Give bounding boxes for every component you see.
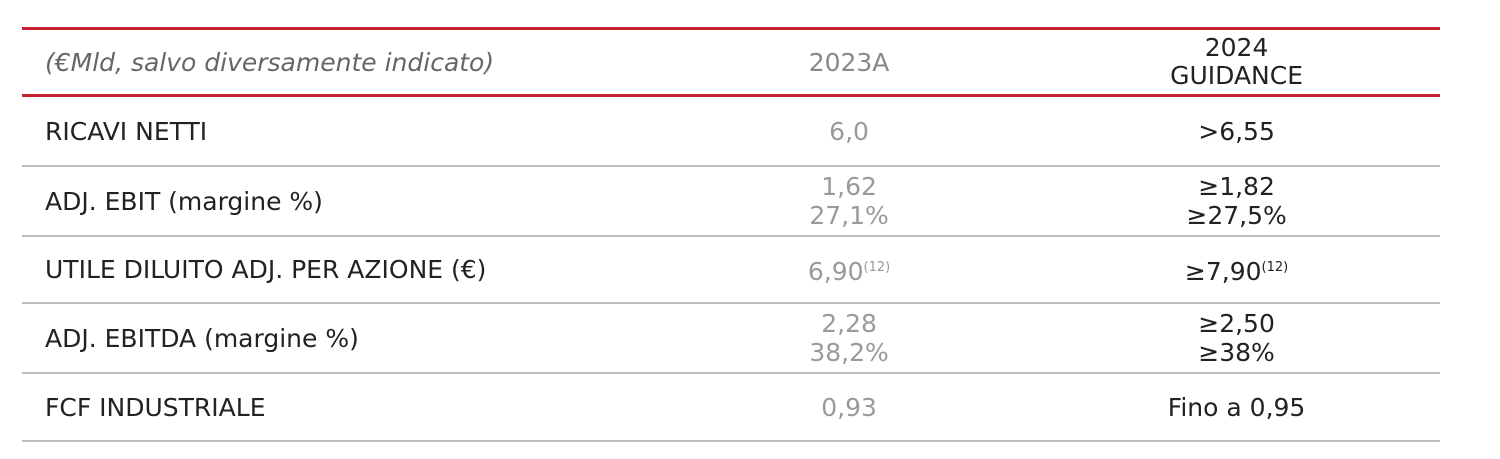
value-2024: ≥2,50 ≥38% [1033, 309, 1440, 367]
table-row: ADJ. EBIT (margine %) 1,62 27,1% ≥1,82 ≥27,5… [22, 167, 1440, 237]
footnote-ref: (12) [863, 260, 891, 275]
label-note: (margine %) [204, 323, 359, 353]
header-row: (€Mld, salvo diversamente indicato) 2023… [22, 27, 1440, 97]
value-2024: >6,55 [1033, 117, 1440, 146]
value-text: ≥38% [1198, 338, 1275, 367]
value-2024: Fino a 0,95 [1033, 393, 1440, 422]
value-line: 0,93 [665, 393, 1033, 422]
row-label: FCF INDUSTRIALE [22, 393, 665, 422]
label-text: RICAVI NETTI [45, 116, 208, 146]
value-line: ≥2,50 [1033, 309, 1440, 338]
row-label: UTILE DILUITO ADJ. PER AZIONE (€) [22, 255, 665, 284]
value-line: 2,28 [665, 309, 1033, 338]
value-line: >6,55 [1033, 117, 1440, 146]
value-text: ≥1,82 [1198, 172, 1275, 201]
row-label: ADJ. EBITDA (margine %) [22, 324, 665, 353]
value-text: Fino a 0,95 [1167, 392, 1306, 422]
value-line: 6,0 [665, 117, 1033, 146]
table: (€Mld, salvo diversamente indicato) 2023… [22, 27, 1440, 442]
value-line: ≥27,5% [1033, 201, 1440, 230]
value-text: 0,93 [821, 392, 877, 422]
value-2023: 6,0 [665, 117, 1033, 146]
value-line: 38,2% [665, 338, 1033, 367]
value-text: 6,0 [829, 116, 869, 146]
value-line: ≥1,82 [1033, 172, 1440, 201]
header-label: (€Mld, salvo diversamente indicato) [45, 47, 495, 77]
table-row: ADJ. EBITDA (margine %) 2,28 38,2% ≥2,50 ≥38… [22, 304, 1440, 374]
row-label: ADJ. EBIT (margine %) [22, 187, 665, 216]
value-text: ≥27,5% [1186, 201, 1287, 230]
row-label: RICAVI NETTI [22, 117, 665, 146]
value-line: 6,90(12) [665, 253, 1033, 286]
value-text: ≥2,50 [1198, 309, 1275, 338]
value-line: 1,62 [665, 172, 1033, 201]
value-2023: 2,28 38,2% [665, 309, 1033, 367]
value-line: ≥38% [1033, 338, 1440, 367]
value-2023: 6,90(12) [665, 253, 1033, 286]
label-text: ADJ. EBITDA [45, 323, 197, 353]
label-note: (margine %) [168, 186, 323, 216]
header-2024: 2024 GUIDANCE [1033, 34, 1440, 90]
value-line: ≥7,90(12) [1033, 253, 1440, 286]
table-row: UTILE DILUITO ADJ. PER AZIONE (€) 6,90(12… [22, 237, 1440, 304]
value-text: 6,90 [807, 257, 864, 286]
value-text: 2,28 [821, 309, 877, 338]
header-line: GUIDANCE [1170, 61, 1304, 90]
value-line: Fino a 0,95 [1033, 393, 1440, 422]
label-text: UTILE DILUITO ADJ. PER AZIONE (€) [45, 255, 487, 284]
label-text: FCF INDUSTRIALE [45, 392, 266, 422]
value-2024: ≥7,90(12) [1033, 253, 1440, 286]
value-2023: 1,62 27,1% [665, 172, 1033, 230]
header-2023: 2023A [808, 47, 890, 77]
table-row: FCF INDUSTRIALE 0,93 Fino a 0,95 [22, 374, 1440, 442]
value-2024: ≥1,82 ≥27,5% [1033, 172, 1440, 230]
footnote-ref: (12) [1261, 260, 1289, 275]
label-text: ADJ. EBIT [45, 186, 161, 216]
value-line: 27,1% [665, 201, 1033, 230]
value-text: 27,1% [809, 201, 889, 230]
value-text: 38,2% [809, 338, 889, 367]
value-text: 1,62 [821, 172, 877, 201]
table-row: RICAVI NETTI 6,0 >6,55 [22, 97, 1440, 167]
value-2023: 0,93 [665, 393, 1033, 422]
header-line: 2024 [1204, 33, 1269, 62]
value-text: ≥7,90 [1184, 257, 1262, 286]
value-text: >6,55 [1198, 116, 1275, 146]
